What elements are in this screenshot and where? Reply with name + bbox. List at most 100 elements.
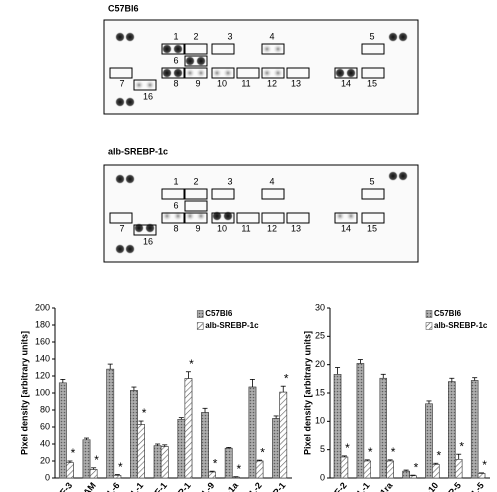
error-bar bbox=[380, 373, 386, 379]
y-tick-label: 10 bbox=[315, 416, 325, 426]
significance-marker: * bbox=[414, 460, 419, 474]
significance-marker: * bbox=[345, 441, 350, 455]
spot bbox=[125, 174, 135, 184]
spot bbox=[115, 174, 125, 184]
y-axis-label: Pixel density [arbitrary units] bbox=[19, 331, 29, 455]
error-bar bbox=[91, 467, 97, 470]
bar-pattern bbox=[153, 445, 162, 479]
bar-pattern bbox=[333, 373, 342, 479]
y-tick-label: 30 bbox=[315, 302, 325, 312]
y-tick-label: 140 bbox=[35, 353, 50, 363]
spot bbox=[346, 68, 356, 78]
bar-pattern bbox=[425, 403, 433, 479]
legend-swatch bbox=[196, 310, 204, 318]
spot-box bbox=[109, 67, 133, 79]
spot bbox=[115, 97, 125, 107]
spot bbox=[388, 171, 398, 181]
spot-box bbox=[184, 200, 208, 212]
spot-label: 4 bbox=[269, 31, 274, 41]
bar-chart: 0 20 40 60 80 100 120 140 160 180 200 Pixel density… bbox=[19, 302, 292, 492]
spot-label: 7 bbox=[119, 223, 124, 233]
spot-box bbox=[261, 188, 285, 200]
spot-label: 5 bbox=[369, 176, 374, 186]
spot-label: 16 bbox=[143, 236, 153, 246]
y-tick-label: 5 bbox=[320, 444, 325, 454]
spot-box bbox=[361, 67, 385, 79]
error-bar bbox=[67, 460, 73, 463]
spot-box bbox=[161, 67, 185, 79]
significance-marker: * bbox=[189, 357, 194, 371]
spot-box bbox=[261, 212, 285, 224]
bar-pattern bbox=[379, 377, 387, 479]
spot bbox=[125, 244, 135, 254]
significance-marker: * bbox=[94, 453, 99, 467]
spot-box bbox=[236, 67, 260, 79]
spot bbox=[273, 68, 283, 78]
error-bar bbox=[202, 407, 208, 413]
bar-pattern bbox=[184, 378, 193, 479]
spot bbox=[173, 68, 183, 78]
x-tick-label: CXCL-9 bbox=[188, 480, 217, 492]
error-bar bbox=[357, 359, 363, 364]
error-bar bbox=[257, 459, 263, 461]
y-tick-label: 180 bbox=[35, 319, 50, 329]
error-bar bbox=[226, 446, 232, 449]
legend-swatch bbox=[196, 322, 204, 330]
y-tick-label: 0 bbox=[320, 472, 325, 482]
spot-box bbox=[184, 188, 208, 200]
x-tick-label: sICAM bbox=[72, 480, 98, 492]
bar-pattern bbox=[177, 419, 186, 479]
error-bar bbox=[433, 462, 439, 465]
spot-box bbox=[184, 67, 208, 79]
bar-pattern bbox=[279, 391, 288, 479]
bar-pattern bbox=[113, 475, 122, 479]
spot-box bbox=[161, 43, 185, 55]
spot bbox=[134, 80, 144, 90]
blot-title: alb-SREBP-1c bbox=[108, 146, 168, 156]
spot-box bbox=[184, 43, 208, 55]
bar-pattern bbox=[409, 475, 417, 479]
spot bbox=[212, 68, 222, 78]
error-bar bbox=[209, 470, 215, 473]
error-bar bbox=[280, 385, 286, 393]
error-bar bbox=[410, 474, 416, 476]
bar-pattern bbox=[224, 447, 233, 479]
spot-label: 12 bbox=[267, 78, 277, 88]
error-bar bbox=[403, 469, 409, 472]
spot bbox=[273, 44, 283, 54]
bar-pattern bbox=[58, 382, 67, 479]
significance-marker: * bbox=[71, 446, 76, 460]
error-bar bbox=[114, 474, 120, 476]
significance-marker: * bbox=[368, 445, 373, 459]
error-bar bbox=[387, 459, 393, 461]
spot-label: 8 bbox=[173, 78, 178, 88]
bar-pattern bbox=[272, 418, 280, 479]
spot-label: 10 bbox=[217, 78, 227, 88]
significance-marker: * bbox=[391, 445, 396, 459]
x-tick-label: CXCL-2 bbox=[235, 480, 264, 492]
spot-label: 13 bbox=[291, 78, 301, 88]
x-tick-label: CCL-5 bbox=[461, 480, 486, 492]
x-tick-label: CXCL-10 bbox=[408, 480, 440, 492]
legend-label: C57Bl6 bbox=[434, 309, 462, 318]
significance-marker: * bbox=[142, 406, 147, 420]
significance-marker: * bbox=[118, 460, 123, 474]
bar-pattern bbox=[106, 368, 115, 479]
spot bbox=[162, 68, 172, 78]
spot-box bbox=[184, 55, 208, 67]
x-tick-label: MCP-1 bbox=[167, 480, 193, 492]
error-bar bbox=[456, 453, 462, 460]
bar-pattern bbox=[402, 470, 410, 479]
error-bar bbox=[364, 459, 370, 461]
spot-label: 7 bbox=[119, 78, 124, 88]
spot-label: 14 bbox=[341, 223, 351, 233]
spot-label: 8 bbox=[173, 223, 178, 233]
spot-label: 6 bbox=[173, 200, 178, 210]
significance-marker: * bbox=[213, 456, 218, 470]
spot-box bbox=[109, 212, 133, 224]
spot bbox=[335, 68, 345, 78]
bar-pattern bbox=[340, 456, 349, 479]
spot-box bbox=[361, 212, 385, 224]
x-tick-label: IL-1ra bbox=[371, 480, 395, 492]
